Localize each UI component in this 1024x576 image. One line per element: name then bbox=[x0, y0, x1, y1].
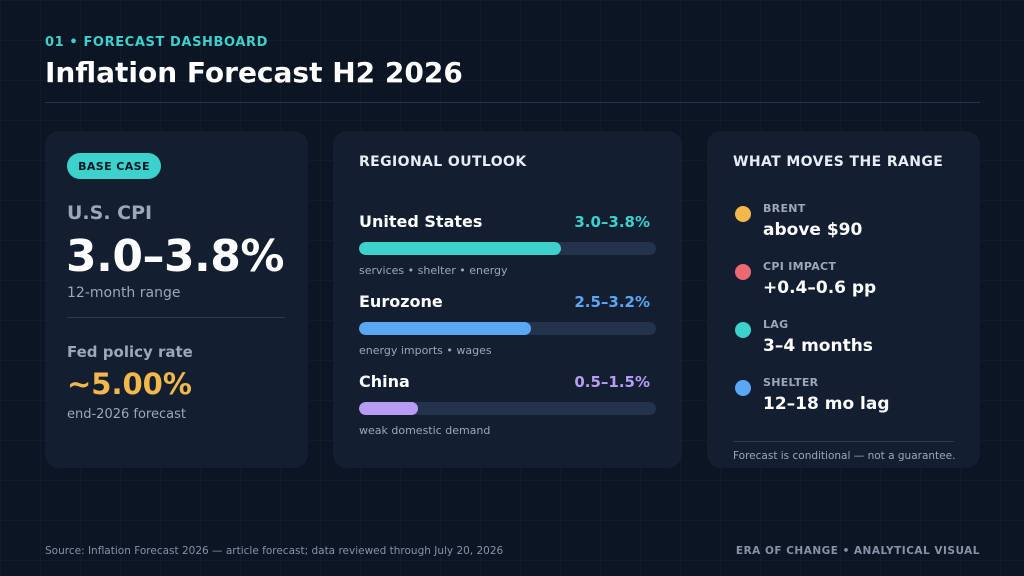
region-range: 2.5–3.2% bbox=[574, 293, 650, 311]
card-divider bbox=[733, 441, 954, 442]
region-name: Eurozone bbox=[359, 292, 443, 311]
blue-dot-icon bbox=[735, 380, 751, 396]
forecast-disclaimer: Forecast is conditional — not a guarante… bbox=[733, 450, 956, 462]
region-range: 3.0–3.8% bbox=[574, 213, 650, 231]
driver-shelter: SHELTER 12–18 mo lag bbox=[735, 376, 955, 426]
driver-value: 3–4 months bbox=[763, 336, 873, 356]
driver-value: above $90 bbox=[763, 220, 863, 240]
driver-label: BRENT bbox=[763, 202, 806, 215]
regional-outlook-card: REGIONAL OUTLOOK United States 3.0–3.8% … bbox=[333, 131, 682, 468]
fed-rate-label: Fed policy rate bbox=[67, 343, 193, 361]
region-bar-fill bbox=[359, 242, 561, 255]
source-note: Source: Inflation Forecast 2026 — articl… bbox=[45, 545, 504, 557]
cpi-subtitle: 12-month range bbox=[67, 285, 181, 301]
driver-value: 12–18 mo lag bbox=[763, 394, 890, 414]
cpi-value: 3.0–3.8% bbox=[66, 231, 284, 282]
driver-lag: LAG 3–4 months bbox=[735, 318, 955, 368]
red-dot-icon bbox=[735, 264, 751, 280]
cpi-label: U.S. CPI bbox=[67, 202, 153, 224]
region-note: energy imports • wages bbox=[359, 344, 492, 357]
range-drivers-heading: WHAT MOVES THE RANGE bbox=[733, 154, 944, 170]
driver-label: CPI IMPACT bbox=[763, 260, 837, 273]
region-bar-track bbox=[359, 402, 656, 415]
region-note: weak domestic demand bbox=[359, 424, 491, 437]
region-bar-track bbox=[359, 242, 656, 255]
driver-cpi-impact: CPI IMPACT +0.4–0.6 pp bbox=[735, 260, 955, 310]
region-bar-track bbox=[359, 322, 656, 335]
fed-rate-value: ~5.00% bbox=[67, 367, 192, 401]
region-united-states: United States 3.0–3.8% services • shelte… bbox=[359, 212, 656, 282]
base-case-card: BASE CASE U.S. CPI 3.0–3.8% 12-month ran… bbox=[45, 131, 308, 468]
driver-value: +0.4–0.6 pp bbox=[763, 278, 877, 298]
driver-label: SHELTER bbox=[763, 376, 819, 389]
base-case-badge: BASE CASE bbox=[67, 153, 161, 179]
region-bar-fill bbox=[359, 322, 532, 335]
region-name: China bbox=[359, 372, 410, 391]
teal-dot-icon bbox=[735, 322, 751, 338]
orange-dot-icon bbox=[735, 206, 751, 222]
brand-label: ERA OF CHANGE • ANALYTICAL VISUAL bbox=[735, 545, 980, 557]
region-china: China 0.5–1.5% weak domestic demand bbox=[359, 372, 656, 442]
section-eyebrow: 01 • FORECAST DASHBOARD bbox=[45, 35, 268, 50]
region-eurozone: Eurozone 2.5–3.2% energy imports • wages bbox=[359, 292, 656, 362]
regional-outlook-heading: REGIONAL OUTLOOK bbox=[359, 154, 527, 170]
range-drivers-card: WHAT MOVES THE RANGE BRENT above $90 CPI… bbox=[707, 131, 980, 468]
driver-brent: BRENT above $90 bbox=[735, 202, 955, 252]
header-divider bbox=[45, 102, 980, 103]
region-range: 0.5–1.5% bbox=[574, 373, 650, 391]
region-note: services • shelter • energy bbox=[359, 264, 508, 277]
region-name: United States bbox=[359, 212, 483, 231]
fed-rate-subtitle: end-2026 forecast bbox=[67, 407, 186, 422]
card-divider bbox=[67, 317, 285, 318]
page-title: Inflation Forecast H2 2026 bbox=[45, 56, 463, 89]
driver-label: LAG bbox=[763, 318, 789, 331]
region-bar-fill bbox=[359, 402, 419, 415]
